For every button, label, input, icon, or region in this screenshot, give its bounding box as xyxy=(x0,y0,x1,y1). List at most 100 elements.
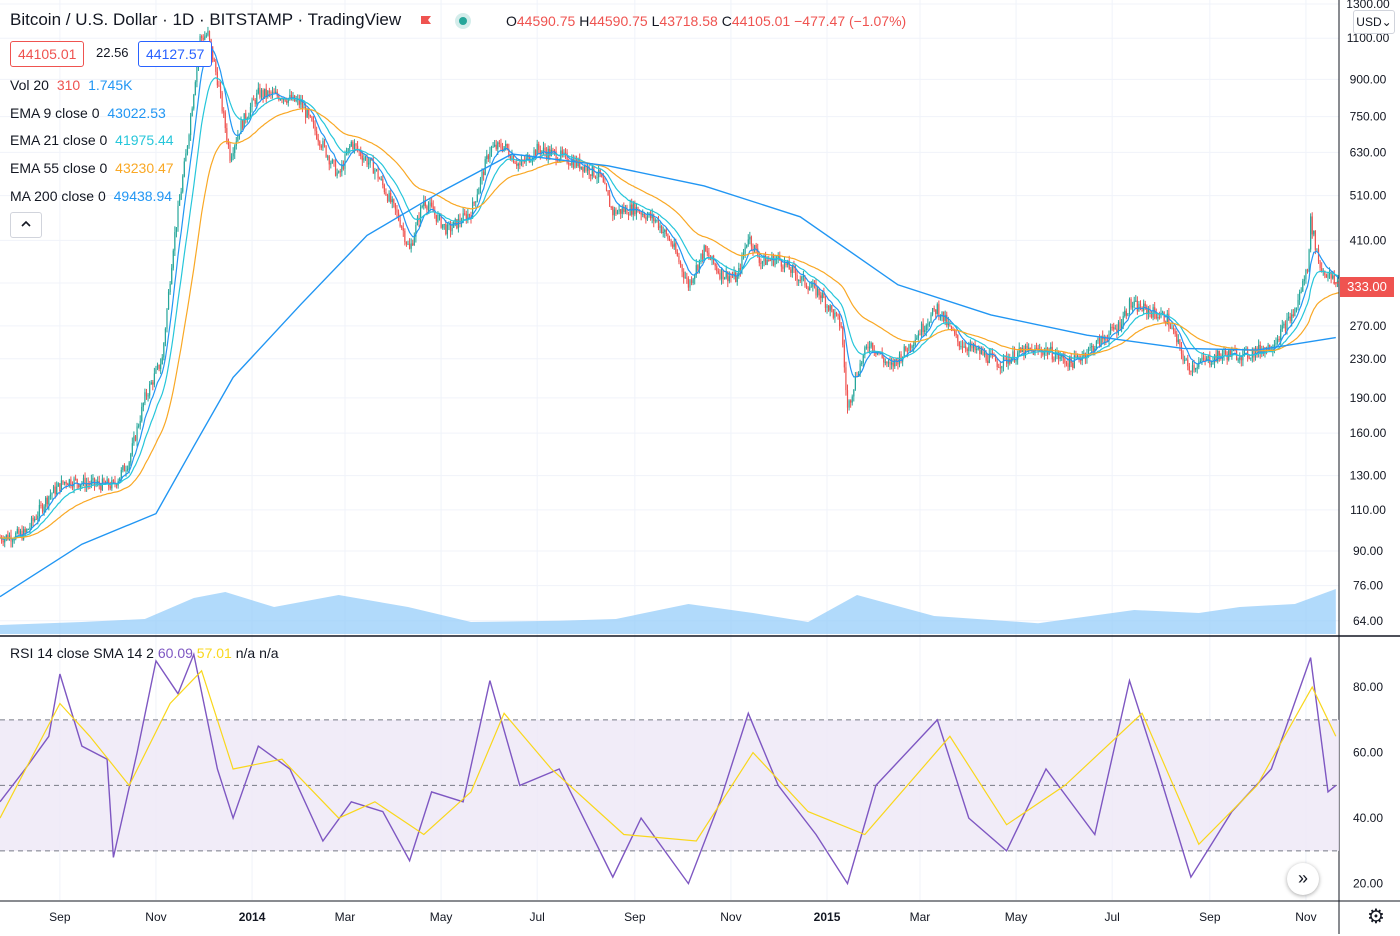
candle-body xyxy=(1223,350,1225,355)
candle-body xyxy=(690,280,693,284)
candle-body xyxy=(635,207,638,215)
candle-body xyxy=(375,169,378,171)
candle-body xyxy=(1141,309,1143,312)
flag-icon[interactable] xyxy=(420,15,432,27)
candle-body xyxy=(1333,275,1335,283)
indicator-value: 43230.47 xyxy=(115,160,174,176)
candle-body xyxy=(1029,347,1031,350)
scroll-to-realtime-button[interactable]: » xyxy=(1287,863,1319,895)
candle-body xyxy=(462,213,464,223)
candle-body xyxy=(489,152,491,159)
volume-area xyxy=(0,589,1336,634)
candle-body xyxy=(306,109,308,118)
candle-body xyxy=(123,465,126,472)
candle-body xyxy=(1053,359,1055,361)
candle-body xyxy=(275,91,277,93)
price-tick-label: 270.00 xyxy=(1350,319,1387,333)
candle-body xyxy=(1302,280,1304,292)
sell-price-button[interactable]: 44105.01 xyxy=(10,41,85,67)
candle-body xyxy=(607,190,609,196)
candle-body xyxy=(119,477,121,481)
time-tick-label: 2015 xyxy=(814,910,841,924)
candle-body xyxy=(936,304,938,314)
indicator-volume[interactable]: Vol 20 310 1.745K xyxy=(10,77,136,93)
candle-body xyxy=(897,360,899,365)
candle-body xyxy=(438,214,441,216)
candle-body xyxy=(602,177,604,183)
symbol-title[interactable]: Bitcoin / U.S. Dollar · 1D · BITSTAMP · … xyxy=(10,10,481,30)
candle-body xyxy=(706,251,708,253)
candle-body xyxy=(1130,298,1132,308)
candle-body xyxy=(150,382,152,385)
candle-body xyxy=(851,396,853,403)
candle-body xyxy=(372,160,374,174)
candle-body xyxy=(972,344,975,349)
candle-body xyxy=(319,141,321,147)
candle-body xyxy=(218,85,220,87)
candle-body xyxy=(1166,313,1168,324)
candle-body xyxy=(186,145,189,154)
candle-body xyxy=(1111,326,1113,328)
candle-body xyxy=(429,202,431,207)
candle-body xyxy=(369,158,371,163)
candle-body xyxy=(115,483,118,486)
collapse-legend-button[interactable] xyxy=(10,212,42,238)
candle-body xyxy=(213,59,215,62)
indicator-ema55[interactable]: EMA 55 close 0 43230.47 xyxy=(10,160,178,176)
candle-body xyxy=(659,225,661,229)
candle-body xyxy=(1267,344,1269,351)
candle-body xyxy=(27,529,29,531)
candle-body xyxy=(424,200,426,207)
candle-body xyxy=(413,236,415,246)
candle-body xyxy=(155,368,157,374)
candle-body xyxy=(391,199,393,203)
candle-body xyxy=(656,219,658,221)
candle-body xyxy=(774,259,776,266)
candle-body xyxy=(1094,348,1096,353)
candle-body xyxy=(919,333,921,335)
candle-body xyxy=(1127,313,1129,316)
candle-body xyxy=(834,312,836,318)
candle-body xyxy=(676,252,678,257)
price-tick-label: 90.00 xyxy=(1353,544,1383,558)
candle-body xyxy=(1001,365,1003,369)
candle-body xyxy=(511,155,513,160)
candle-body xyxy=(161,357,163,365)
candle-body xyxy=(234,145,236,154)
indicator-ma200[interactable]: MA 200 close 0 49438.94 xyxy=(10,188,176,204)
spread-value: 22.56 xyxy=(96,45,129,60)
candle-body xyxy=(1121,324,1123,330)
candle-body xyxy=(1247,348,1249,358)
candle-body xyxy=(1097,338,1099,342)
candle-body xyxy=(487,155,489,159)
candle-body xyxy=(1311,216,1313,235)
candle-body xyxy=(4,538,6,543)
candle-body xyxy=(646,215,649,220)
indicator-value: 49438.94 xyxy=(113,188,173,204)
candle-body xyxy=(40,505,42,507)
indicator-ema9[interactable]: EMA 9 close 0 43022.53 xyxy=(10,105,170,121)
chart-settings-button[interactable]: ⚙ xyxy=(1362,904,1390,930)
candle-body xyxy=(1154,307,1156,314)
rsi-legend[interactable]: RSI 14 close SMA 14 2 60.09 57.01 n/a n/… xyxy=(10,645,279,661)
candle-body xyxy=(618,209,620,212)
candle-body xyxy=(405,242,408,244)
candle-body xyxy=(402,228,404,231)
candle-body xyxy=(185,153,187,162)
candle-body xyxy=(859,363,861,375)
candle-body xyxy=(1135,300,1137,302)
indicator-ema21[interactable]: EMA 21 close 0 41975.44 xyxy=(10,132,178,148)
candle-body xyxy=(588,167,590,175)
candle-body xyxy=(202,37,204,40)
candle-body xyxy=(627,214,630,216)
candle-body xyxy=(564,152,567,154)
live-dot-icon xyxy=(458,16,467,25)
candle-body xyxy=(920,323,923,335)
buy-price-button[interactable]: 44127.57 xyxy=(138,41,213,67)
currency-selector[interactable]: USD⌄ xyxy=(1353,10,1395,34)
candle-body xyxy=(790,269,792,273)
candle-body xyxy=(68,479,70,486)
candle-body xyxy=(634,203,636,215)
candle-body xyxy=(661,225,663,234)
